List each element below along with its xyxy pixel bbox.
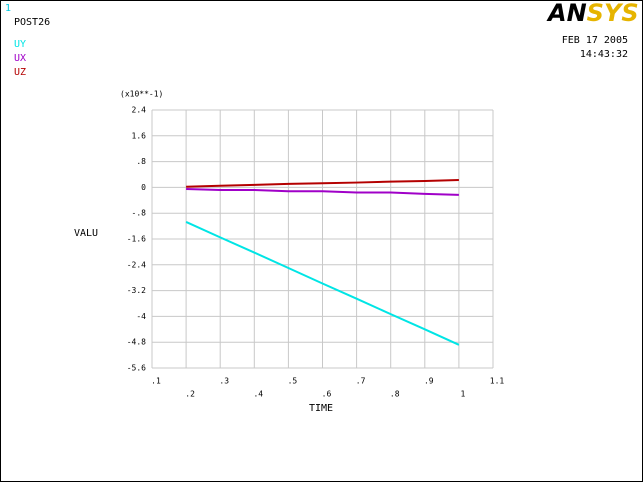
window-number: 1	[5, 3, 11, 14]
y-tick-label: -.8	[132, 209, 147, 218]
x-tick-label: .6	[322, 390, 332, 399]
legend-entry: UX	[14, 53, 26, 64]
series-line	[186, 178, 459, 188]
y-tick-label: -2.4	[127, 260, 146, 269]
y-tick-label: -3.2	[127, 286, 146, 295]
series-line	[185, 220, 460, 346]
x-tick-label: .3	[219, 377, 229, 386]
x-tick-label: .1	[151, 377, 161, 386]
x-tick-label: .4	[253, 390, 263, 399]
x-tick-label: 1.1	[490, 377, 505, 386]
y-tick-label: -4.8	[127, 338, 146, 347]
y-axis-label: VALU	[74, 228, 98, 239]
y-tick-label: -1.6	[127, 235, 146, 244]
y-multiplier: (x10**-1)	[120, 90, 163, 99]
y-tick-label: 1.6	[132, 131, 147, 140]
module: POST26	[14, 17, 50, 28]
time: 14:43:32	[580, 49, 628, 60]
y-tick-label: -5.6	[127, 364, 146, 373]
date: FEB 17 2005	[562, 35, 628, 46]
logo-part: SYS	[587, 0, 639, 27]
logo: ANSYS	[546, 0, 639, 27]
y-tick-label: -4	[136, 312, 146, 321]
legend-entry: UZ	[14, 67, 26, 78]
series-line	[186, 188, 459, 196]
y-tick-label: .8	[136, 157, 146, 166]
x-axis-label: TIME	[309, 403, 333, 414]
x-tick-label: .7	[356, 377, 366, 386]
legend-entry: UY	[14, 39, 26, 50]
x-tick-label: 1	[460, 390, 465, 399]
x-tick-label: .5	[288, 377, 298, 386]
x-tick-label: .9	[424, 377, 434, 386]
x-tick-label: .8	[390, 390, 400, 399]
logo-part: AN	[546, 0, 587, 27]
y-tick-label: 0	[141, 183, 146, 192]
x-tick-label: .2	[185, 390, 195, 399]
y-tick-label: 2.4	[132, 106, 147, 115]
